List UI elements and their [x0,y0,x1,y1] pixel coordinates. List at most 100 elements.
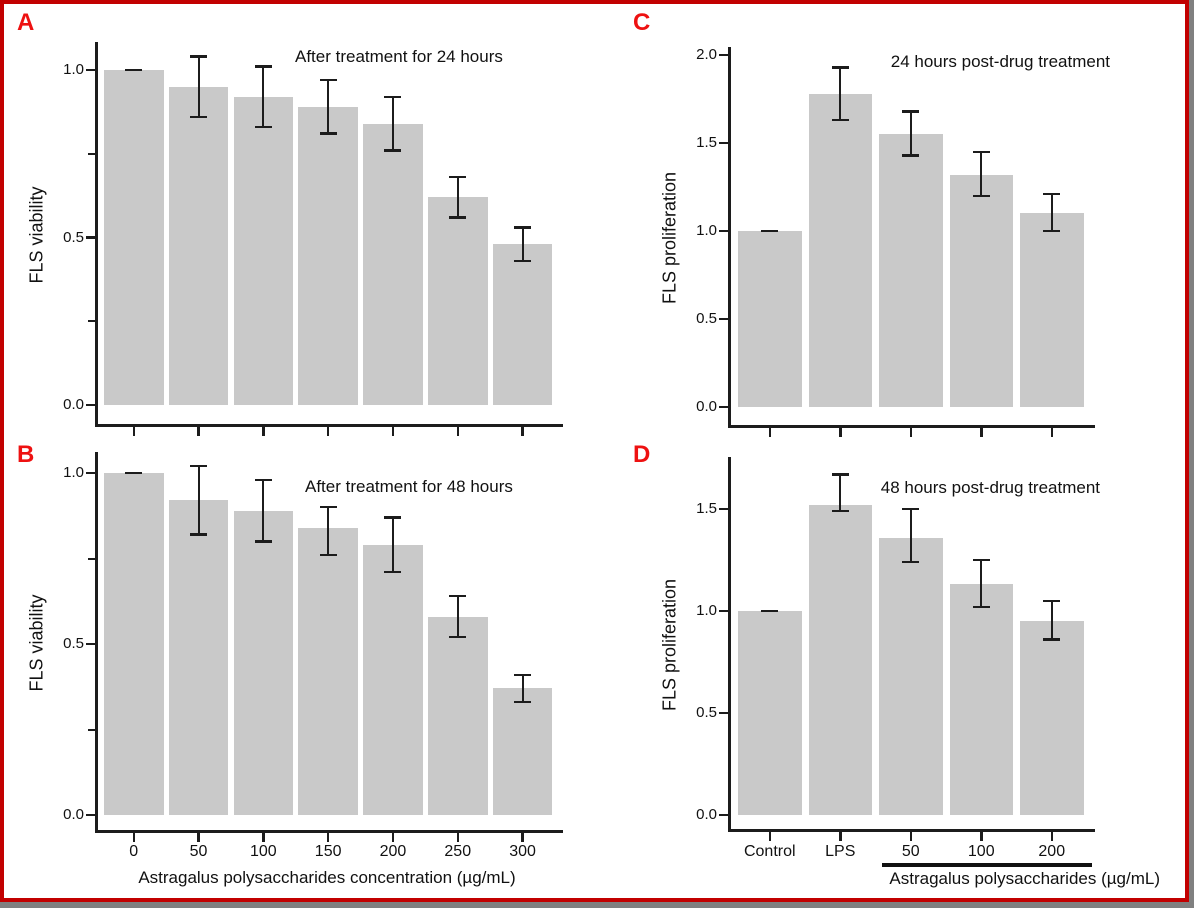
y-tick [86,471,95,475]
y-tick-label: 1.0 [63,61,84,78]
error-bar-line [839,474,842,512]
error-bar-cap-top [902,110,920,113]
x-axis-group-underline [882,863,1092,867]
panel-d-plot-area: 48 hours post-drug treatment [728,457,1100,832]
error-bar-cap-bottom [831,509,849,513]
error-bar-line [456,596,459,638]
x-tick-label: Control [743,843,796,860]
y-tick-label: 1.0 [696,602,717,619]
error-bar-cap-bottom [1043,638,1061,641]
y-tick [719,507,728,511]
bar [104,70,164,405]
bar [233,96,294,405]
error-bar-line [391,517,394,573]
error-bar-cap-bottom [972,194,990,198]
bar [298,106,358,405]
y-tick [86,68,95,72]
x-tick-label: 250 [444,843,472,860]
error-bar-cap-top [319,505,337,509]
bar [738,611,802,815]
error-bar-cap-top [449,594,467,598]
y-tick [719,141,728,145]
y-tick-label: 0.5 [63,228,84,246]
x-tick [326,427,330,436]
bar [949,174,1013,407]
y-tick-label: 0.0 [63,396,84,413]
bar [168,86,229,405]
x-tick [326,833,330,842]
x-tick [839,832,842,841]
y-tick [86,642,95,646]
y-tick [86,236,95,239]
error-bar-cap-bottom [125,471,143,475]
panel-a-plot-area: After treatment for 24 hours [95,42,563,427]
error-bar-line [1050,600,1053,640]
error-bar-line [909,111,912,156]
y-tick-label: 0.5 [696,704,717,721]
error-bar-line [456,177,459,218]
bar [738,231,802,407]
error-bar-cap-top [902,507,920,511]
x-tick [521,427,524,436]
error-bar-cap-bottom [254,125,272,129]
y-tick [719,229,728,233]
y-tick-label: 0.5 [63,635,84,652]
error-bar-cap-bottom [902,560,920,564]
y-tick [719,405,728,409]
x-tick [980,428,983,437]
x-tick [132,427,135,436]
error-bar-cap-bottom [449,635,467,639]
panel-b-x-axis-title: Astragalus polysaccharides concentration… [138,868,516,887]
bar [879,537,943,815]
bar [492,688,553,815]
error-bar-cap-bottom [902,154,920,157]
bar [298,527,358,815]
y-minor-tick [88,152,95,155]
bar [949,584,1013,815]
x-tick-label: 100 [967,843,995,860]
bar [1020,621,1084,815]
error-bar-line [521,674,524,703]
x-tick [391,833,395,842]
panel-d-x-axis-title: Astragalus polysaccharides (µg/mL) [889,869,1160,888]
error-bar-line [909,509,912,563]
panel-a-annotation: After treatment for 24 hours [295,47,503,66]
bar [428,197,488,405]
error-bar-cap-top [1043,192,1061,196]
x-tick [456,833,459,842]
x-tick-label: 300 [509,843,536,860]
bar [104,473,164,815]
x-tick-label: 100 [249,843,277,860]
error-bar-cap-top [972,558,990,562]
error-bar-cap-bottom [514,259,532,263]
y-minor-tick [88,557,95,560]
error-bar-cap-bottom [190,115,208,119]
bar [363,123,423,405]
x-tick-label: 0 [129,843,139,860]
y-tick [86,813,95,817]
panel-d-annotation: 48 hours post-drug treatment [880,478,1100,497]
error-bar-cap-bottom [831,118,849,122]
bar [492,244,553,405]
error-bar-cap-bottom [761,609,779,613]
x-tick [262,427,265,436]
error-bar-cap-top [384,95,402,99]
error-bar-cap-bottom [319,132,337,135]
x-tick-label: 200 [1038,843,1066,860]
error-bar-cap-top [514,226,532,229]
error-bar-cap-top [384,516,402,519]
error-bar-cap-top [1043,599,1061,603]
bar [363,544,423,815]
x-tick-label: 200 [379,843,407,860]
error-bar-line [197,56,200,117]
panel-c-plot-area: 24 hours post-drug treatment [728,47,1110,428]
y-minor-tick [88,728,95,731]
panel-b-plot-area: After treatment for 48 hours [95,452,563,833]
x-tick [1050,428,1053,437]
error-bar-cap-top [190,464,208,468]
y-tick-label: 1.0 [63,464,84,481]
x-tick [521,833,524,842]
